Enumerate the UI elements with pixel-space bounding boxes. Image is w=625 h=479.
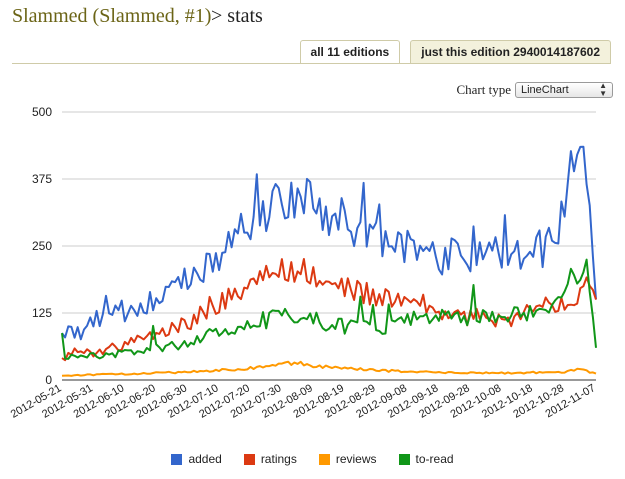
series-line-reviews — [61, 360, 597, 377]
chart-type-value: LineChart — [521, 84, 569, 96]
chart-type-label: Chart type — [456, 82, 511, 97]
y-tick-label-375: 375 — [32, 172, 52, 186]
legend-label-added: added — [188, 452, 222, 466]
legend-label-to-read: to-read — [415, 452, 454, 466]
stats-line-chart: 01252503755002012-05-212012-05-312012-06… — [9, 105, 598, 421]
legend-swatch-reviews — [318, 453, 330, 465]
tab-all-editions[interactable]: all 11 editions — [299, 40, 401, 63]
legend-item-ratings[interactable]: ratings — [243, 452, 297, 466]
y-tick-label-125: 125 — [32, 306, 52, 320]
chart-type-select[interactable]: LineChart ▲ ▼ — [515, 82, 613, 98]
legend-label-ratings: ratings — [260, 452, 297, 466]
y-tick-label-500: 500 — [32, 105, 52, 119]
tab-this-edition[interactable]: just this edition 2940014187602 — [410, 40, 611, 63]
edition-tabs: all 11 editions just this edition 294001… — [299, 40, 611, 63]
legend-label-reviews: reviews — [335, 452, 377, 466]
tab-divider — [12, 63, 611, 64]
legend-item-reviews[interactable]: reviews — [318, 452, 377, 466]
legend-swatch-added — [171, 453, 183, 465]
series-line-added — [61, 145, 597, 341]
page-header: Slammed (Slammed, #1) > stats — [0, 0, 625, 40]
page-title-suffix: > stats — [211, 5, 263, 27]
legend-item-to-read[interactable]: to-read — [398, 452, 454, 466]
y-tick-label-0: 0 — [45, 373, 52, 387]
legend-swatch-ratings — [243, 453, 255, 465]
book-title-link[interactable]: Slammed (Slammed, #1) — [12, 5, 212, 27]
series-line-to-read — [61, 258, 597, 360]
y-tick-label-250: 250 — [32, 239, 52, 253]
legend-swatch-to-read — [398, 453, 410, 465]
legend-item-added[interactable]: added — [171, 452, 222, 466]
chart-legend: added ratings reviews to-read — [0, 452, 625, 466]
chart-type-control: Chart type LineChart ▲ ▼ — [456, 82, 613, 98]
select-arrows-icon: ▲ ▼ — [599, 81, 607, 98]
